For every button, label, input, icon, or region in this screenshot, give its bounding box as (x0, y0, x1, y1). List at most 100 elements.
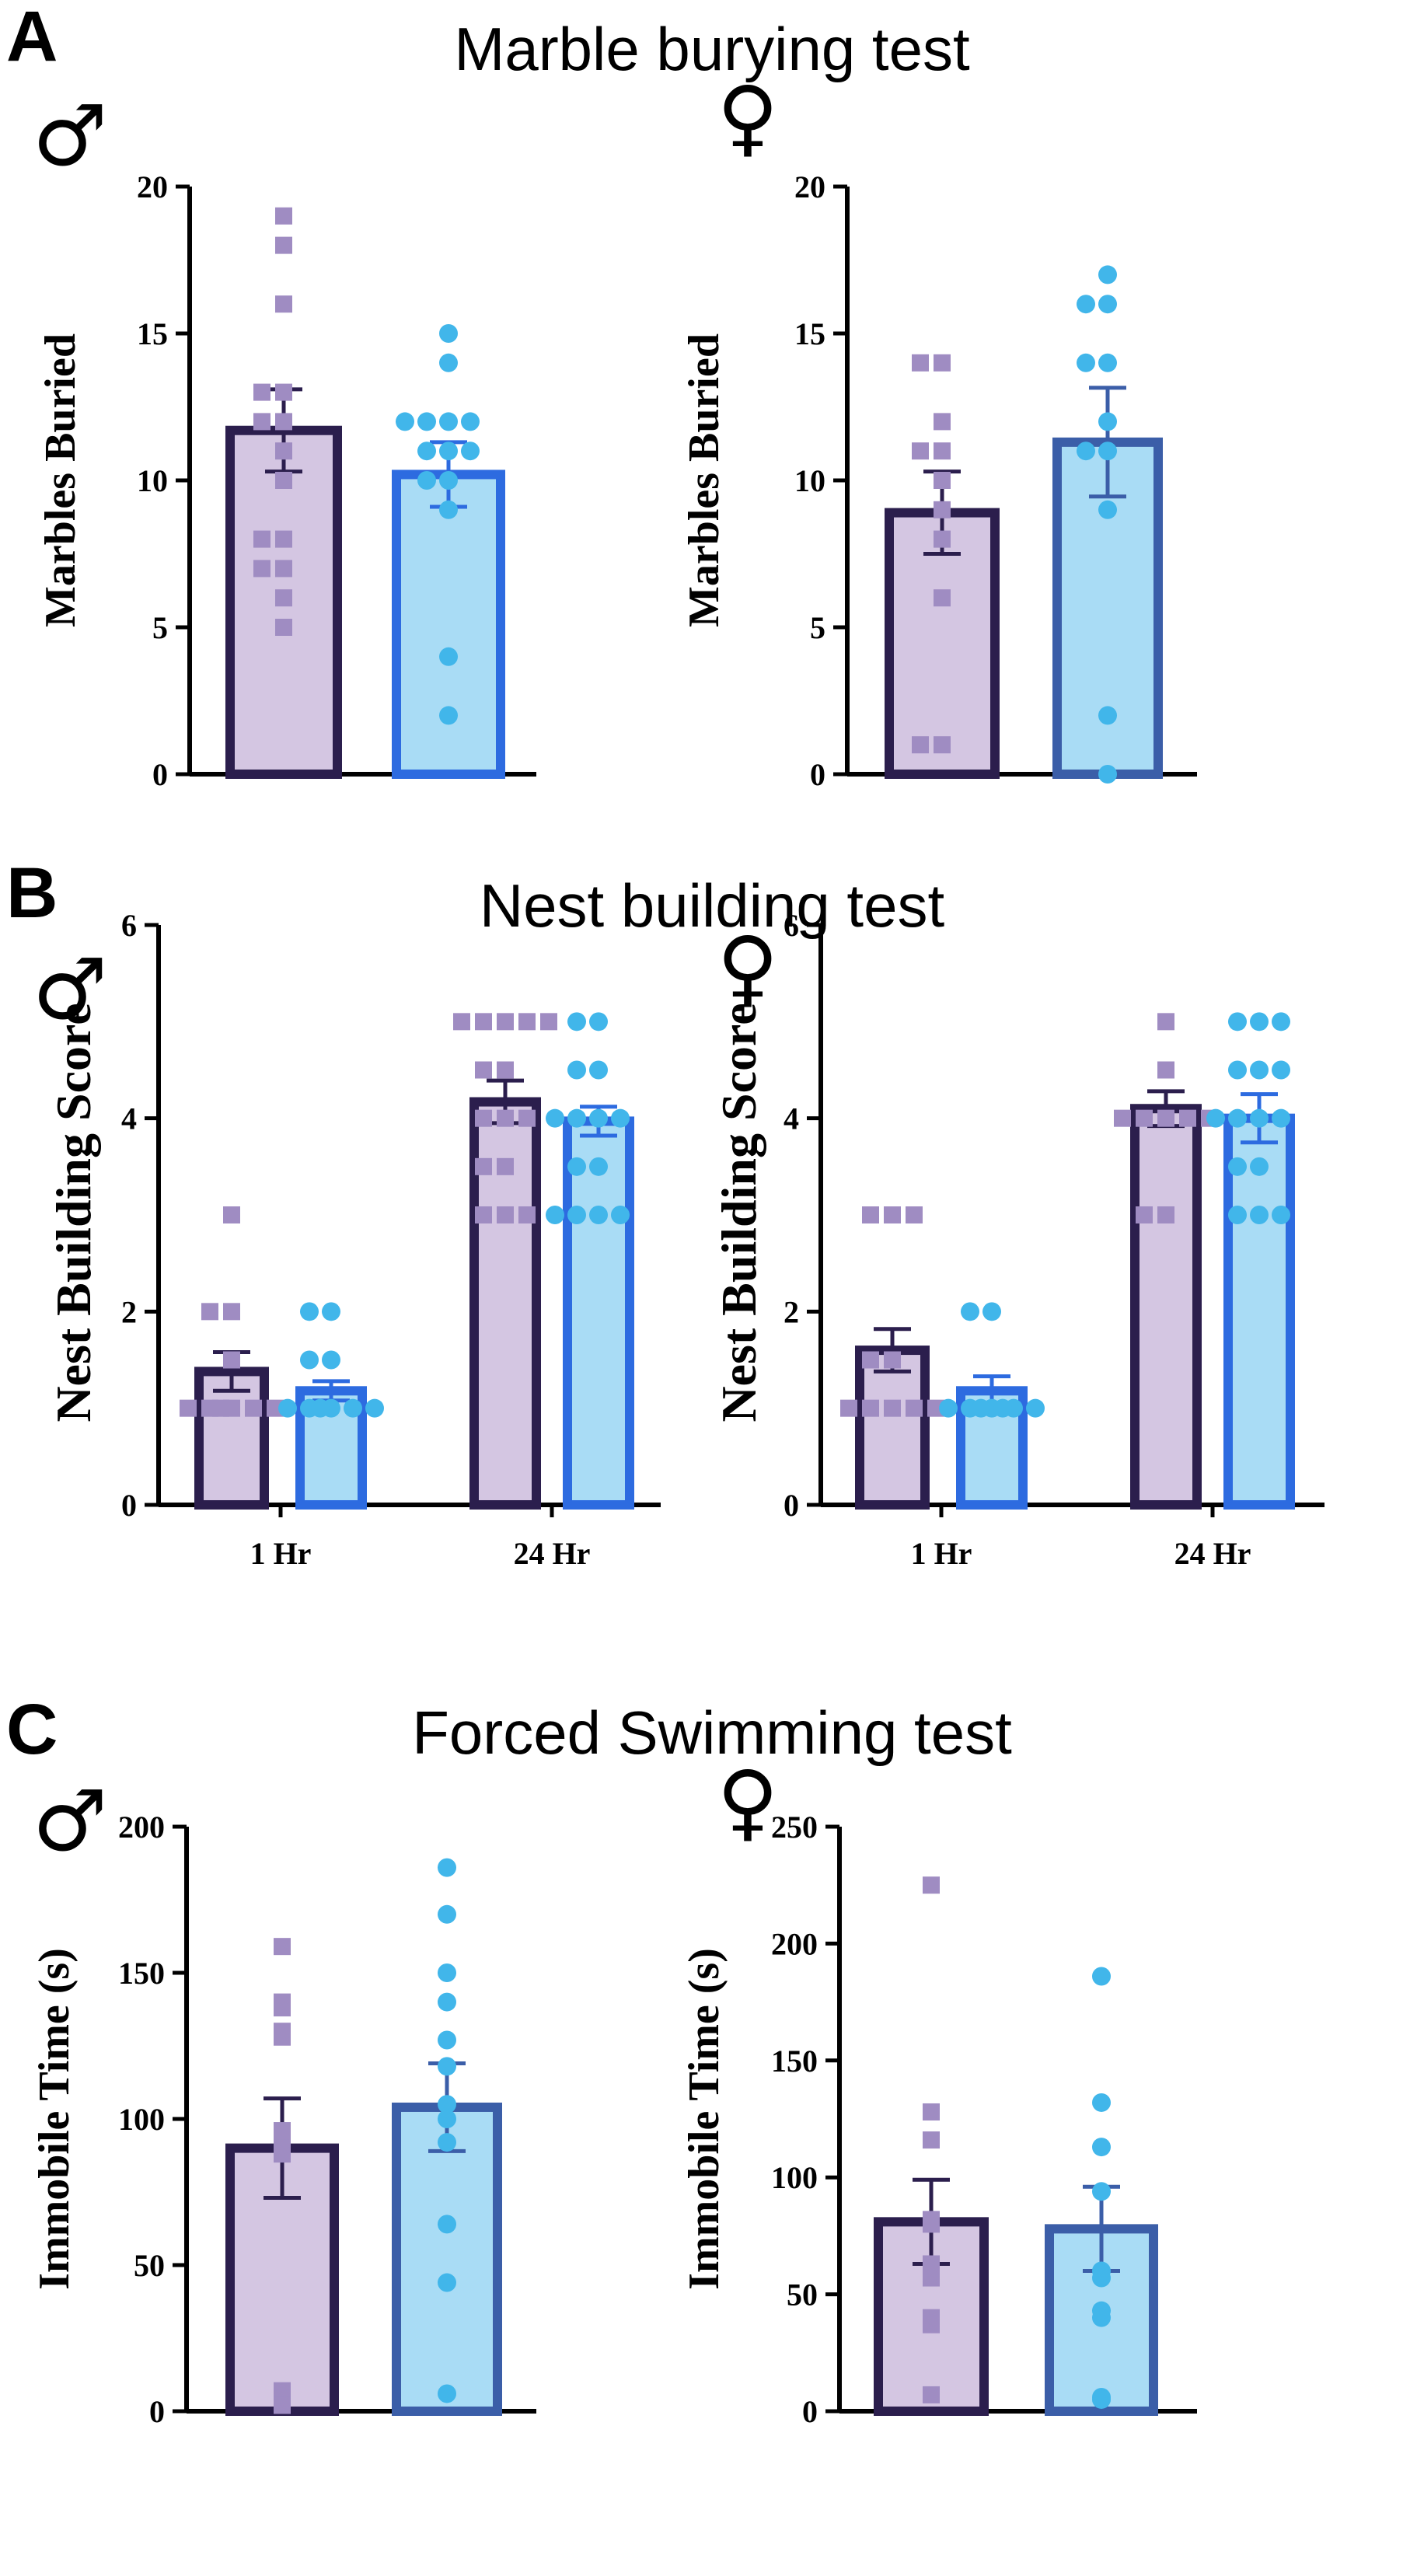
data-point (475, 1109, 492, 1127)
data-point (1157, 1061, 1174, 1079)
section-title-nest: Nest building test (480, 871, 945, 940)
data-point (923, 2131, 940, 2149)
y-tick-label: 100 (771, 2160, 818, 2195)
bar (392, 2102, 502, 2416)
male-symbol-icon: ♂ (33, 941, 108, 1038)
data-point (344, 1398, 362, 1418)
data-point (611, 1206, 630, 1224)
data-point (589, 1108, 608, 1128)
y-axis-title: Nest Building Score (711, 1003, 766, 1422)
data-point (1092, 2138, 1111, 2157)
data-point (934, 501, 951, 518)
y-tick-label: 50 (787, 2278, 818, 2312)
data-point (275, 472, 292, 489)
data-point (923, 2215, 940, 2233)
data-point (1228, 1206, 1247, 1224)
data-point (417, 471, 436, 490)
data-point (1228, 1012, 1247, 1031)
data-point (438, 2273, 456, 2292)
data-point (438, 2030, 456, 2050)
data-point (1228, 1108, 1247, 1128)
chart-marble-male: Marbles Buried 0 5 10 15 20 (37, 169, 536, 792)
data-point (1272, 1060, 1290, 1080)
data-point (417, 412, 436, 431)
data-point (453, 1013, 470, 1031)
x-category-label: 1 Hr (911, 1536, 972, 1571)
chart-swim-male: Immobile Time (s) 0 50 100 150 200 (30, 1810, 536, 2429)
y-tick-label: 4 (784, 1101, 799, 1136)
data-point (923, 2103, 940, 2120)
data-point (934, 354, 951, 372)
data-point (439, 353, 458, 372)
bar (1223, 1113, 1295, 1510)
data-point (862, 1351, 879, 1369)
data-point (884, 1351, 901, 1369)
data-point (1250, 1206, 1269, 1224)
data-point (589, 1012, 608, 1031)
data-point (518, 1013, 536, 1031)
data-point (1077, 442, 1095, 461)
bar (563, 1116, 634, 1510)
data-point (1092, 2268, 1111, 2288)
female-symbol-icon: ♀ (717, 1754, 778, 1851)
data-point (475, 1157, 492, 1175)
chart-nest-male: Nest Building Score 0 2 4 6 1 Hr 24 Hr (46, 908, 661, 1571)
data-point (972, 1398, 990, 1418)
data-point (1098, 412, 1117, 431)
data-point (934, 589, 951, 607)
chart-marble-female: Marbles Buried 0 5 10 15 20 (680, 169, 1197, 792)
data-point (322, 1350, 340, 1370)
data-point (1228, 1060, 1247, 1080)
data-point (1157, 1013, 1174, 1031)
data-point (223, 1351, 240, 1369)
data-point (275, 236, 292, 254)
y-tick-label: 0 (784, 1488, 799, 1523)
y-tick-label: 0 (149, 2394, 165, 2429)
data-point (912, 736, 929, 754)
data-point (1092, 1967, 1111, 1986)
chart-swim-female: Immobile Time (s) 0 50 100 150 200 250 (680, 1810, 1197, 2429)
y-tick-label: 150 (118, 1956, 165, 1991)
data-point (567, 1060, 586, 1080)
data-point (274, 1999, 291, 2017)
data-point (275, 560, 292, 578)
x-category-label: 24 Hr (1174, 1536, 1251, 1571)
data-point (300, 1350, 319, 1370)
data-point (180, 1399, 197, 1417)
data-point (567, 1108, 586, 1128)
data-point (365, 1398, 384, 1418)
data-point (884, 1399, 901, 1417)
data-point (1157, 1109, 1174, 1127)
bar (1130, 1104, 1202, 1510)
data-point (1092, 2308, 1111, 2327)
data-point (934, 413, 951, 431)
data-point (1026, 1398, 1045, 1418)
data-point (862, 1206, 879, 1223)
data-point (438, 1992, 456, 2012)
data-point (589, 1206, 608, 1224)
y-tick-label: 200 (771, 1926, 818, 1961)
data-point (934, 530, 951, 548)
data-point (1098, 442, 1117, 461)
data-point (438, 2384, 456, 2403)
data-point (275, 619, 292, 636)
panel-letter-c: C (6, 1690, 58, 1769)
y-tick-label: 4 (121, 1101, 137, 1136)
data-point (461, 442, 480, 461)
data-point (923, 2269, 940, 2287)
data-point (518, 1109, 536, 1127)
data-point (300, 1302, 319, 1321)
y-tick-label: 250 (771, 1810, 818, 1845)
data-point (546, 1206, 564, 1224)
data-point (518, 1206, 536, 1223)
data-point (912, 442, 929, 460)
data-point (275, 207, 292, 225)
data-point (934, 736, 951, 754)
data-point (475, 1206, 492, 1223)
data-point (982, 1302, 1001, 1321)
y-tick-label: 10 (137, 463, 168, 498)
data-point (253, 383, 270, 401)
y-tick-label: 20 (794, 169, 825, 204)
data-point (396, 412, 414, 431)
data-point (439, 442, 458, 461)
